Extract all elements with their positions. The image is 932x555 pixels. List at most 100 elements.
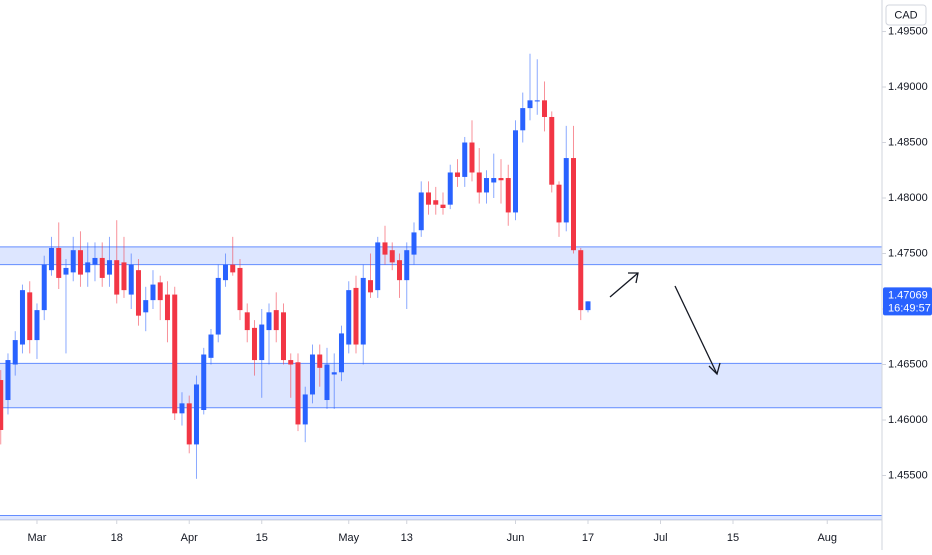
candle-body [520,108,526,131]
candle-body [85,262,91,273]
candle-body [295,362,301,425]
candle-body [360,277,366,345]
price-tag [883,287,932,316]
zone [0,515,882,520]
candle-body [541,100,547,117]
candle-body [433,200,439,205]
arrow-down [674,285,718,375]
candle-body [114,260,120,295]
x-tick-label: Jun [507,532,525,544]
candle-body [121,262,127,291]
candle-body [570,158,576,251]
candle-body [27,292,33,341]
candle-body [469,142,475,173]
arrow-up [609,272,639,298]
candle-body [164,294,170,321]
candle-body [128,264,134,295]
x-tick-label: 18 [111,532,123,544]
candle-body [172,294,178,414]
candle-body [259,324,265,361]
candle-body [215,277,221,335]
candle-body [70,250,76,273]
candle-body [367,280,373,293]
candle-body [353,287,359,345]
candle-body [77,250,83,275]
candle-body [135,270,141,316]
candle-body [317,354,323,368]
candle-body [324,364,330,401]
zone [0,246,882,265]
candle-body [454,172,460,177]
candle-body [338,333,344,373]
candle-body [273,310,279,331]
candle-body [56,247,62,278]
currency-label: CAD [894,9,917,21]
candle-body [280,312,286,361]
candle-body [193,384,199,445]
candle-body [230,264,236,273]
candle-body [48,247,54,271]
y-tick-label: 1.45500 [888,469,928,481]
candle-body [63,267,69,275]
x-tick-label: May [338,532,359,544]
x-tick-label: Aug [817,532,837,544]
candle-body [483,178,489,193]
candle-body [491,178,497,183]
countdown-label: 16:49:57 [888,302,931,314]
candle-body [563,158,569,223]
candle-body [549,116,555,185]
candle-body [19,290,25,345]
candle-body [12,340,18,365]
candle-body [106,260,112,275]
candle-body [157,282,163,301]
candle-body [244,312,250,331]
candle-body [0,380,4,430]
candle-body [578,250,584,311]
candle-body [92,257,98,265]
candle-body [208,334,214,358]
currency-box[interactable] [885,4,927,26]
arrow-head [628,272,639,284]
candle-body [512,130,518,213]
candle-body [447,172,453,205]
candle-body [222,264,228,281]
candle-body [186,403,192,445]
candle-body [440,204,446,208]
x-tick-label: 13 [401,532,413,544]
y-tick-label: 1.48500 [888,136,928,148]
x-tick-label: Apr [181,532,198,544]
price-tag-label: 1.47069 [888,289,928,301]
x-tick-label: 15 [727,532,739,544]
candle-body [418,192,424,231]
candle-body [556,184,562,223]
axes: 1.455001.460001.465001.470001.475001.480… [28,25,932,544]
candle-body [34,310,40,341]
candle-body [534,100,540,102]
candle-body [237,267,243,311]
candle-body [375,242,381,291]
candle-body [498,178,504,181]
candle-body [302,394,308,425]
zone [0,363,882,408]
candle-body [346,290,352,345]
x-tick-label: 17 [582,532,594,544]
candle-body [425,192,431,205]
candle-body [99,257,105,278]
candle-body [309,354,315,395]
candle-body [150,284,156,301]
candle-body [396,260,402,281]
candle-body [331,372,337,375]
candle-body [505,178,511,213]
candle-body [41,264,47,311]
x-tick-label: Jul [653,532,667,544]
candle-body [411,232,417,255]
y-tick-label: 1.49500 [888,25,928,37]
arrow-head [708,362,721,376]
candle-body [143,300,149,313]
candle-body [5,360,11,401]
annotation-arrows [609,272,721,376]
candle-body [382,242,388,255]
candle-body [179,403,185,414]
candle-body [201,354,207,411]
